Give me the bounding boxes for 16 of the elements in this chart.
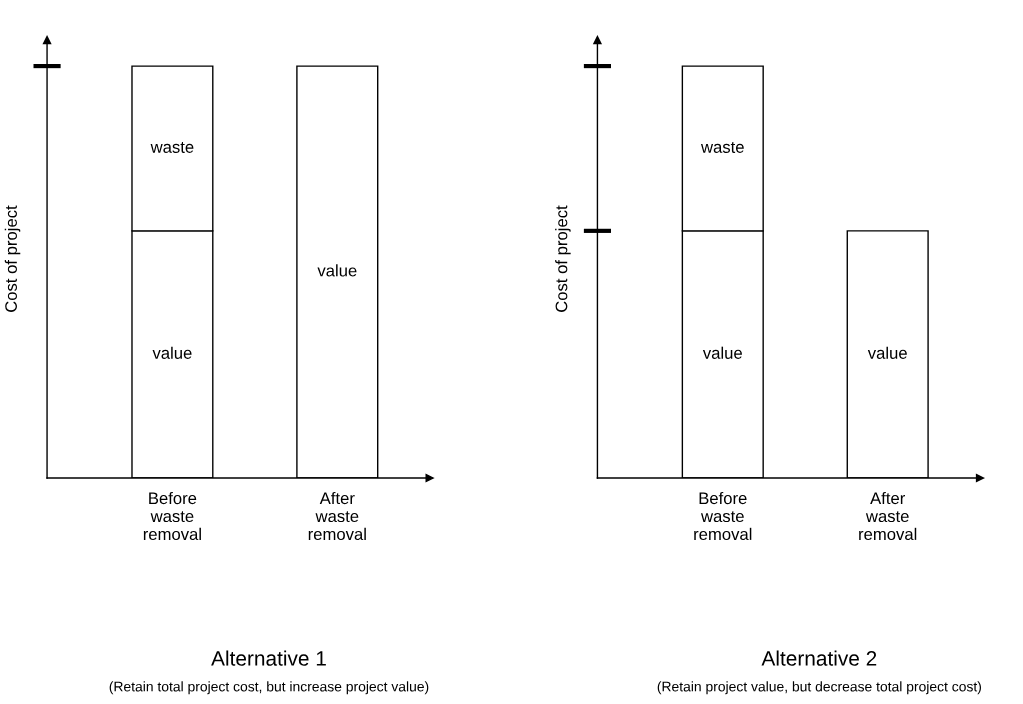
series-label: waste: [700, 142, 744, 153]
x-tick-label: After waste removal: [308, 491, 366, 541]
x-tick-label: After waste removal: [859, 491, 917, 541]
text: value: [317, 264, 357, 277]
text: Alternative 2: [761, 650, 877, 666]
series-label: value: [152, 346, 192, 359]
series-label: waste: [150, 142, 194, 153]
text: (Retain total project cost, but increase project value): [109, 681, 429, 695]
text: Alternative 1: [211, 650, 326, 666]
series-label: value: [702, 346, 742, 359]
text: value: [867, 346, 907, 359]
text: (Retain project value, but decrease total project cost): [657, 681, 981, 695]
y-axis-title: Cost of project: [4, 205, 21, 312]
y-axis-title: Cost of project: [555, 205, 571, 312]
x-tick-label: Before waste removal: [694, 491, 752, 541]
x-tick-label: Before waste removal: [143, 491, 201, 541]
